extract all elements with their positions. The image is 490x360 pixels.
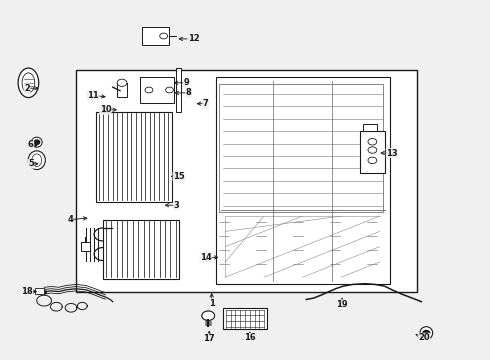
Ellipse shape xyxy=(28,151,45,170)
Circle shape xyxy=(423,330,430,336)
Circle shape xyxy=(368,157,377,163)
Circle shape xyxy=(166,87,173,93)
Bar xyxy=(142,27,169,45)
Text: 15: 15 xyxy=(173,172,185,181)
Circle shape xyxy=(202,311,215,320)
Ellipse shape xyxy=(31,137,42,147)
Text: 18: 18 xyxy=(21,287,33,296)
Text: 17: 17 xyxy=(203,334,215,343)
Circle shape xyxy=(202,311,215,320)
Text: 14: 14 xyxy=(200,253,212,262)
Text: 6: 6 xyxy=(28,140,34,149)
Bar xyxy=(216,77,390,284)
Circle shape xyxy=(145,87,153,93)
Text: 11: 11 xyxy=(87,91,99,100)
Circle shape xyxy=(34,140,40,144)
Bar xyxy=(223,308,267,329)
Bar xyxy=(103,220,179,279)
Text: 8: 8 xyxy=(186,88,192,97)
Circle shape xyxy=(160,33,168,39)
Bar xyxy=(140,77,174,103)
Text: 2: 2 xyxy=(24,84,30,93)
Text: 10: 10 xyxy=(99,105,111,114)
Text: 4: 4 xyxy=(67,215,73,224)
Text: 13: 13 xyxy=(386,149,398,158)
Bar xyxy=(76,70,416,292)
Circle shape xyxy=(368,147,377,153)
Text: 5: 5 xyxy=(28,159,34,168)
Bar xyxy=(360,131,385,173)
Ellipse shape xyxy=(18,68,39,98)
Bar xyxy=(81,242,90,251)
Text: 9: 9 xyxy=(183,78,189,87)
Text: 20: 20 xyxy=(418,333,430,342)
Bar xyxy=(35,288,44,294)
Text: 1: 1 xyxy=(209,299,215,307)
Circle shape xyxy=(117,79,127,86)
Text: 3: 3 xyxy=(173,201,179,210)
Text: 12: 12 xyxy=(188,34,199,43)
Text: 7: 7 xyxy=(203,99,209,108)
Bar xyxy=(219,84,383,212)
Bar xyxy=(176,68,181,112)
Text: 19: 19 xyxy=(336,300,348,309)
Text: 16: 16 xyxy=(244,333,256,342)
Bar xyxy=(117,83,127,97)
Ellipse shape xyxy=(420,327,433,339)
Bar xyxy=(363,124,377,131)
Circle shape xyxy=(368,139,377,145)
Bar xyxy=(96,112,172,202)
